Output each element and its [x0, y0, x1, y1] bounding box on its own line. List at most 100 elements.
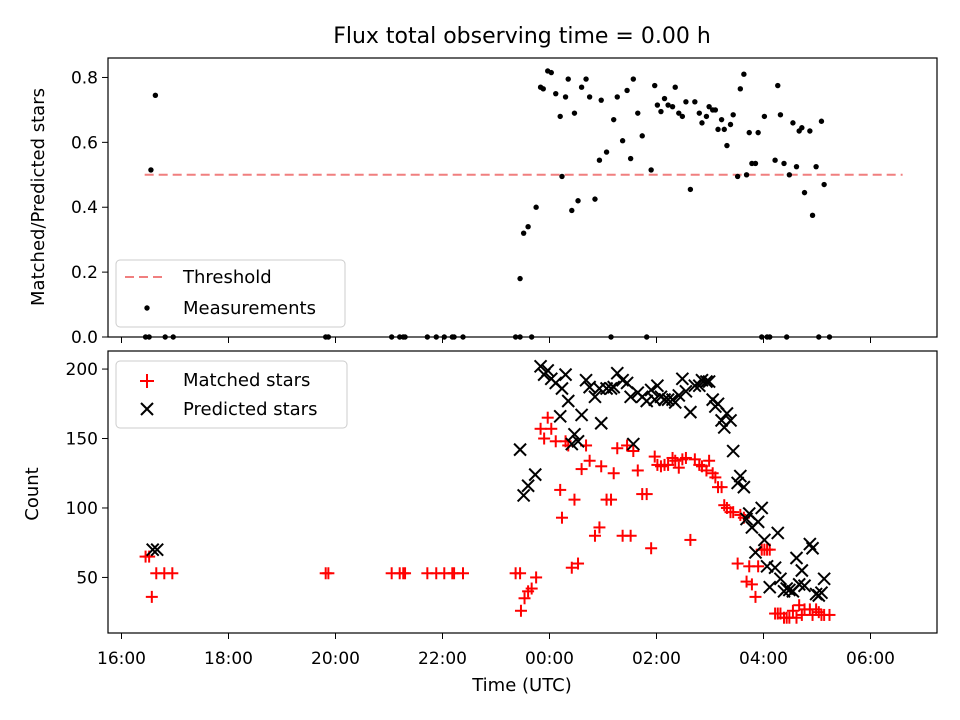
matched-star-point [727, 506, 740, 519]
measurement-point [575, 198, 581, 204]
matched-star-point [709, 471, 722, 484]
measurement-point [706, 103, 712, 110]
predicted-star-point [814, 586, 829, 600]
matched-star-point [752, 560, 765, 573]
measurement-point [786, 172, 793, 178]
predicted-star-point [620, 376, 634, 390]
predicted-star-point [555, 381, 569, 396]
measurement-point [683, 99, 689, 105]
measurement-point [741, 71, 747, 77]
measurement-point [715, 126, 721, 133]
ratio-plot-frame [107, 57, 938, 338]
predicted-star-point [150, 542, 164, 557]
matched-star-point [631, 464, 644, 477]
predicted-star-point [606, 380, 621, 394]
ratio-y-tick-label: 0.8 [71, 68, 98, 88]
matched-star-point [662, 458, 675, 471]
matched-star-point [666, 451, 679, 464]
predicted-star-point [773, 572, 788, 586]
predicted-star-point [751, 515, 765, 529]
predicted-star-point [726, 444, 740, 458]
measurement-point [614, 94, 620, 100]
count-marks [139, 359, 836, 624]
threshold-legend-label: Threshold [182, 267, 272, 288]
measurement-point [752, 160, 759, 167]
measurement-point [801, 189, 808, 196]
predicted-legend-label: Predicted stars [183, 399, 317, 420]
ratio-y-tick-label: 0.4 [71, 198, 98, 218]
matched-star-point [575, 463, 588, 476]
matched-star-point [715, 481, 728, 494]
matched-star-point [718, 499, 731, 512]
matched-star-point [810, 603, 823, 616]
x-tick-label: 04:00 [739, 649, 788, 669]
matched-star-point [545, 422, 558, 435]
predicted-star-point [803, 537, 817, 551]
matched-star-point [684, 533, 697, 546]
measurement-point [730, 112, 736, 118]
predicted-star-point [668, 395, 682, 410]
predicted-star-point [513, 442, 527, 457]
matched-star-point [605, 493, 618, 506]
measurement-point [569, 207, 575, 214]
predicted-star-point [579, 373, 593, 387]
measurement-point [737, 86, 744, 92]
measurement-point [624, 87, 630, 94]
measurement-point [525, 223, 531, 230]
matched-star-point [593, 521, 606, 534]
predicted-star-point [782, 583, 797, 597]
predicted-star-point [533, 359, 548, 373]
predicted-star-point [626, 437, 641, 451]
predicted-star-point [730, 476, 745, 490]
measurement-point [592, 196, 598, 202]
matched-star-point [583, 454, 596, 467]
matched-star-point [669, 454, 682, 467]
matched-star-point [693, 458, 706, 471]
x-axis-label: Time (UTC) [471, 675, 572, 696]
count-y-label: Count [22, 467, 43, 520]
measurement-point [583, 76, 589, 82]
count-panel: 16:00 18:00 20:00 22:00 00:00 02:00 04:00 06:00… [22, 350, 938, 669]
matched-star-point [640, 488, 653, 501]
measurement-point [712, 107, 719, 113]
predicted-star-point [733, 469, 748, 483]
predicted-star-point [561, 394, 575, 408]
matched-star-point [607, 467, 620, 480]
measurement-point [821, 181, 827, 188]
predicted-star-point [623, 390, 638, 404]
predicted-star-point [521, 479, 535, 493]
count-y-tick-label: 100 [66, 499, 98, 519]
ratio-y-tick-label: 0.0 [71, 328, 98, 348]
ratio-y-tick-label: 0.6 [71, 133, 98, 153]
measurement-point [724, 142, 730, 149]
matched-star-point [624, 529, 637, 542]
measurement-point [734, 173, 741, 180]
predicted-star-point [553, 409, 567, 423]
measurement-point [743, 172, 750, 178]
measurement-point [603, 149, 610, 155]
matched-star-point [700, 464, 713, 477]
matched-star-point [795, 608, 808, 621]
measurement-point [148, 167, 154, 173]
measurement-point [557, 113, 563, 120]
matched-star-point [457, 567, 470, 580]
matched-star-point [648, 450, 661, 463]
matched-star-point [530, 571, 543, 584]
predicted-star-point [688, 379, 702, 393]
matched-star-point [749, 590, 762, 603]
predicted-star-point [588, 390, 602, 404]
matched-star-point [538, 432, 551, 445]
measurement-point [761, 113, 768, 120]
measurement-point [571, 110, 578, 116]
measurement-point [553, 90, 559, 97]
measurement-point [818, 118, 825, 124]
measurement-point [721, 126, 727, 133]
measurement-point [559, 173, 565, 180]
ratio-y-tick-label: 0.2 [71, 263, 98, 283]
predicted-star-point [755, 501, 769, 515]
predicted-star-point [679, 384, 693, 398]
ratio-legend-box [115, 259, 346, 328]
measurement-point [658, 108, 664, 115]
x-tick-label: 20:00 [311, 649, 360, 669]
matched-star-point [627, 445, 640, 458]
